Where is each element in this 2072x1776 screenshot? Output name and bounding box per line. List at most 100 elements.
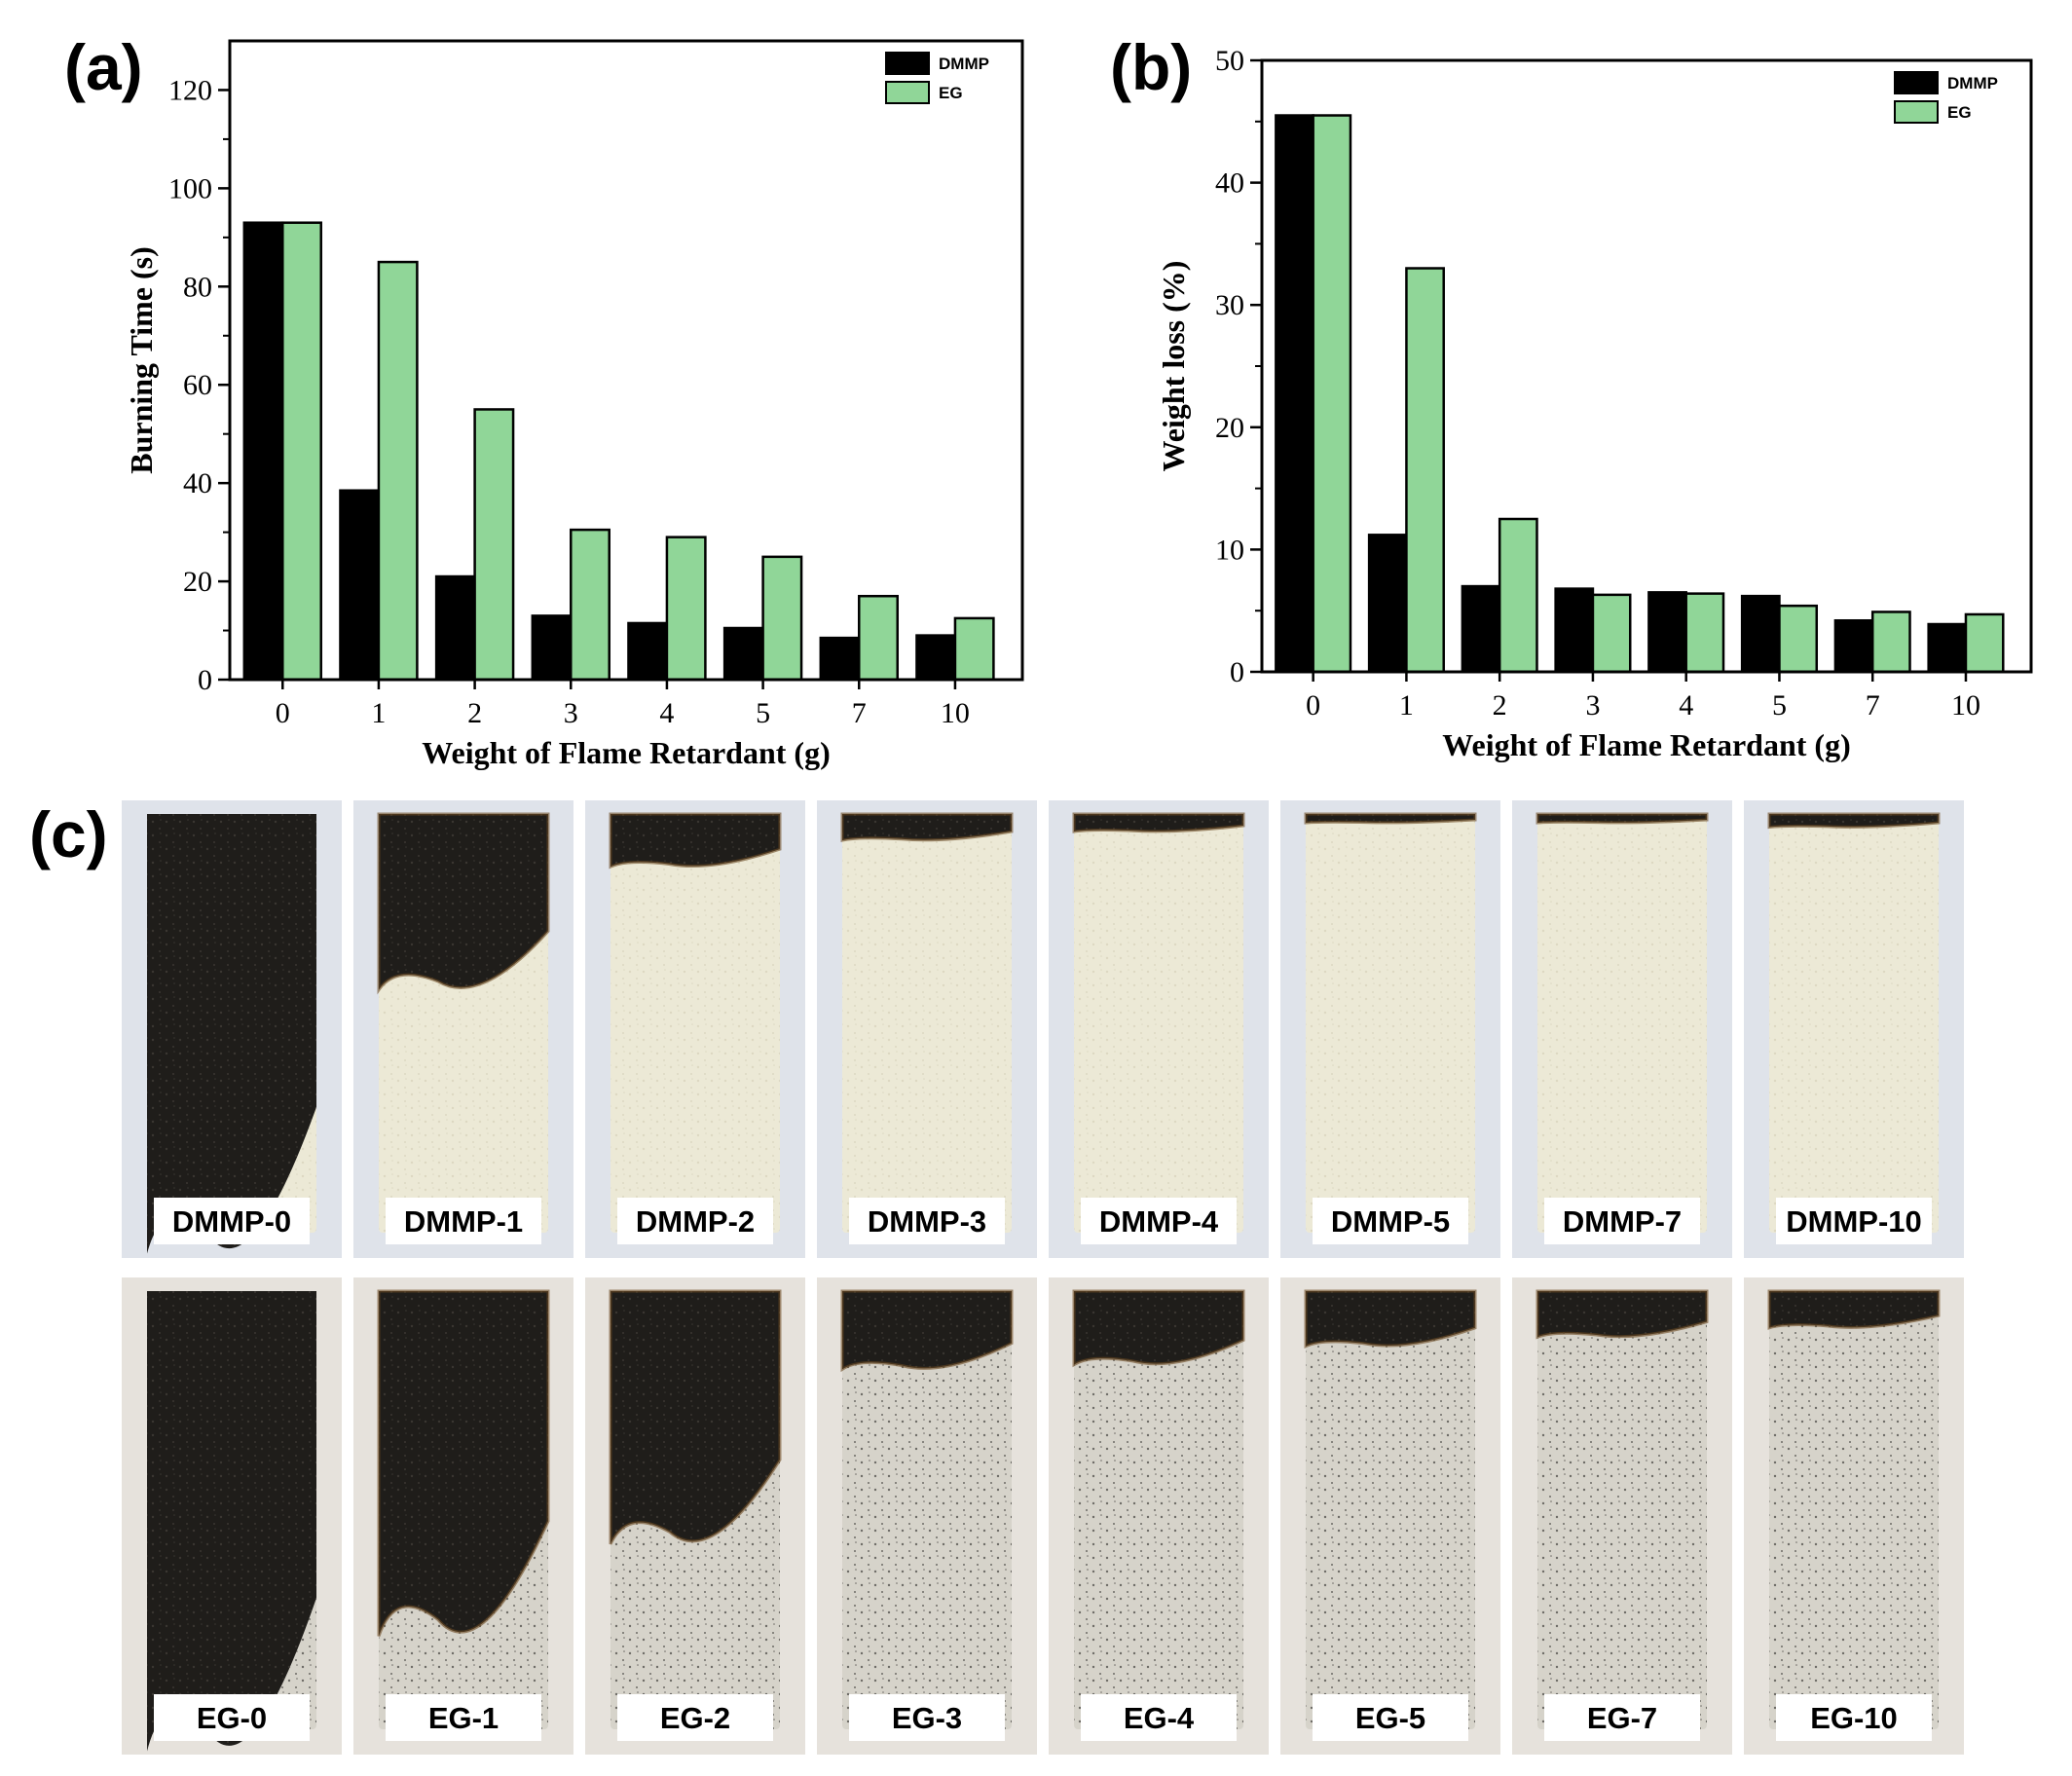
legend-label-eg: EG (1947, 103, 1972, 122)
sample-label-box (1776, 1198, 1932, 1244)
plot-frame (228, 39, 1024, 682)
x-tick-label: 3 (564, 697, 578, 729)
char-region (379, 1291, 548, 1637)
y-axis-title: Burning Time (s) (124, 246, 159, 474)
foam-strip (842, 1291, 1012, 1729)
y-tick-label: 40 (1215, 167, 1244, 200)
panel-letter-c: (c) (29, 798, 108, 870)
x-tick-label: 1 (371, 697, 386, 729)
bar-eg-2 (473, 408, 515, 682)
bar-eg-3 (1591, 593, 1632, 674)
bar-eg-4 (665, 536, 707, 682)
sample-label: DMMP-10 (1786, 1204, 1922, 1239)
scorch-edge (1536, 1289, 1709, 1340)
scorch-edge (1072, 1289, 1245, 1368)
sample-label-box (1081, 1198, 1237, 1244)
foam-strip (842, 814, 1012, 1233)
scorch-edge (1304, 812, 1477, 825)
bar-eg-5 (761, 555, 803, 682)
bar-dmmp-7 (819, 636, 861, 682)
foam-strip (1537, 1291, 1707, 1729)
scorch-edge (377, 1289, 550, 1637)
bar-dmmp-10 (1927, 622, 1968, 674)
y-tick-label: 0 (198, 664, 212, 696)
sample-label-box (386, 1198, 541, 1244)
y-tick-label: 50 (1215, 45, 1244, 77)
y-tick-label: 60 (183, 369, 212, 401)
legend-swatch-eg (885, 81, 930, 104)
scorch-edge (1536, 812, 1709, 825)
scorch-edge (377, 812, 550, 995)
sample-label: EG-0 (197, 1701, 267, 1735)
bar-dmmp-3 (1554, 587, 1595, 674)
bar-dmmp-5 (722, 626, 764, 682)
x-tick-label: 5 (756, 697, 770, 729)
x-tick-label: 0 (276, 697, 290, 729)
x-tick-label: 2 (467, 697, 482, 729)
plot-frame (1260, 58, 2033, 674)
y-tick-label: 10 (1215, 534, 1244, 566)
bar-dmmp-3 (531, 614, 573, 682)
bar-dmmp-0 (242, 221, 284, 682)
scorch-edge (1304, 1289, 1477, 1350)
sample-label-box (617, 1694, 773, 1741)
sample-label-box (386, 1694, 541, 1741)
sample-label: DMMP-5 (1331, 1204, 1450, 1239)
sample-label: DMMP-1 (404, 1204, 523, 1239)
sample-label: DMMP-4 (1099, 1204, 1219, 1239)
x-tick-label: 2 (1493, 689, 1507, 722)
char-region (147, 1291, 316, 1752)
y-axis-title: Weight loss (%) (1156, 261, 1191, 472)
scorch-edge (840, 1289, 1014, 1373)
x-tick-label: 4 (1679, 689, 1693, 722)
sample-label-box (1544, 1694, 1700, 1741)
bar-eg-10 (1964, 612, 2005, 674)
bar-eg-7 (858, 594, 899, 682)
bar-dmmp-0 (1275, 114, 1314, 674)
sample-label-box (1776, 1694, 1932, 1741)
bar-eg-1 (377, 260, 419, 682)
y-tick-label: 30 (1215, 289, 1244, 321)
char-region (1769, 1291, 1939, 1328)
bar-dmmp-5 (1740, 594, 1781, 674)
x-tick-label: 7 (1866, 689, 1880, 722)
weight-loss-chart: 0 1 2 3 4 5 7 10 0 10 20 30 40 50 Weight of Flame Reta… (1156, 45, 2033, 762)
legend-label-dmmp: DMMP (939, 55, 989, 73)
foam-strip (1769, 1291, 1939, 1729)
x-tick-label: 1 (1399, 689, 1414, 722)
foam-strip (1306, 814, 1475, 1233)
bar-eg-4 (1684, 592, 1725, 674)
sample-label-box (1313, 1198, 1468, 1244)
sample-label: EG-7 (1587, 1701, 1657, 1735)
scorch-edge (840, 812, 1014, 842)
sample-photos-panel: DMMP-0 DMMP-1 DMMP-2 DMMP-3 DMMP-4 DMMP-5 DMMP… (122, 800, 1964, 1755)
sample-label-box (849, 1694, 1005, 1741)
foam-strip (1074, 1291, 1243, 1729)
sample-label: DMMP-0 (172, 1204, 291, 1239)
char-region (1537, 1291, 1707, 1338)
scorch-edge (1767, 1289, 1941, 1330)
sample-label-box (849, 1198, 1005, 1244)
bar-eg-5 (1778, 604, 1819, 674)
bar-eg-7 (1870, 610, 1911, 674)
char-region (610, 1291, 780, 1544)
scorch-edge (1767, 812, 1941, 830)
sample-label: EG-4 (1124, 1701, 1195, 1735)
sample-label-box (1544, 1198, 1700, 1244)
x-tick-label: 7 (852, 697, 867, 729)
legend-label-eg: EG (939, 84, 963, 102)
bar-dmmp-2 (1461, 584, 1501, 674)
bar-dmmp-2 (434, 574, 476, 682)
sample-label: DMMP-3 (868, 1204, 986, 1239)
char-region (379, 814, 548, 990)
foam-strip (610, 814, 780, 1233)
x-tick-label: 5 (1772, 689, 1787, 722)
y-tick-label: 0 (1230, 656, 1244, 688)
bar-eg-1 (1405, 267, 1445, 674)
x-tick-label: 10 (941, 697, 970, 729)
bar-eg-2 (1498, 517, 1538, 674)
char-region (610, 814, 780, 868)
panel-letter-b: (b) (1110, 31, 1192, 103)
x-tick-label: 4 (659, 697, 674, 729)
